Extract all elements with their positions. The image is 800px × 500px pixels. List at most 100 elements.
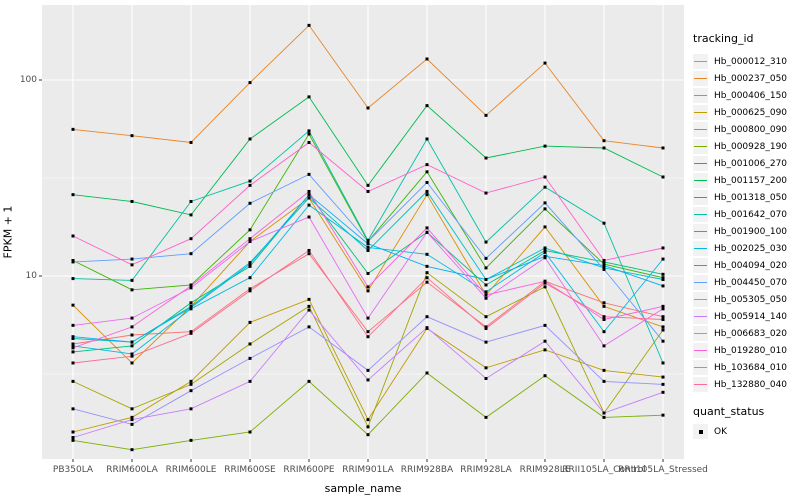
data-point [602, 264, 606, 268]
data-point [425, 137, 429, 141]
y-tick-label: 10 [25, 271, 37, 281]
data-point [307, 196, 311, 200]
legend-key [693, 258, 708, 273]
data-point [189, 438, 193, 442]
data-point [189, 382, 193, 386]
data-point [661, 257, 665, 261]
legend-key [693, 292, 708, 307]
data-point [661, 375, 665, 379]
data-point [248, 289, 252, 293]
data-point [189, 301, 193, 305]
legend-key [693, 71, 708, 86]
data-point [130, 199, 134, 203]
data-point [602, 317, 606, 321]
data-point [661, 361, 665, 365]
data-point [130, 340, 134, 344]
data-point [248, 276, 252, 280]
x-tick-label: RRIM928LA [460, 465, 512, 475]
data-point [71, 346, 75, 350]
data-point [602, 315, 606, 319]
legend-key [693, 139, 708, 154]
data-point [130, 316, 134, 320]
data-point [602, 330, 606, 334]
data-point [602, 146, 606, 150]
data-point [130, 407, 134, 411]
data-point [425, 163, 429, 167]
data-point [248, 228, 252, 232]
data-point [366, 330, 370, 334]
data-point [661, 277, 665, 281]
data-point [661, 339, 665, 343]
data-point [425, 57, 429, 61]
data-point [71, 344, 75, 348]
data-point [130, 134, 134, 138]
data-point [425, 271, 429, 275]
data-point [130, 422, 134, 426]
legend-item-label: Hb_000928_190 [714, 142, 788, 152]
data-point [71, 260, 75, 264]
data-point [366, 335, 370, 339]
data-point [130, 263, 134, 267]
data-point [248, 137, 252, 141]
data-point [661, 382, 665, 386]
data-point [130, 448, 134, 452]
data-point [543, 246, 547, 250]
data-point [484, 240, 488, 244]
data-point [661, 146, 665, 150]
data-point [248, 379, 252, 383]
data-point [661, 315, 665, 319]
data-point [484, 325, 488, 329]
data-point [366, 433, 370, 437]
legend-item-label: Hb_004094_020 [714, 261, 788, 271]
data-point [484, 366, 488, 370]
x-tick-label: RRIM600SE [224, 465, 276, 475]
data-point [71, 335, 75, 339]
legend-key [693, 88, 708, 103]
x-tick-label: RRII105LA_Stressed [618, 465, 708, 475]
data-point [661, 317, 665, 321]
data-point [661, 325, 665, 329]
legend-key-line-icon [694, 332, 707, 335]
data-point [484, 266, 488, 270]
data-point [307, 203, 311, 207]
data-point [307, 129, 311, 133]
data-point [366, 271, 370, 275]
data-point [71, 361, 75, 365]
data-point [71, 342, 75, 346]
legend-item-label: Hb_132880_040 [714, 380, 788, 390]
data-point [71, 323, 75, 327]
data-point [307, 252, 311, 256]
data-point [71, 430, 75, 434]
legend-item-label: Hb_001006_270 [714, 159, 788, 169]
data-point [425, 180, 429, 184]
data-point [484, 277, 488, 281]
data-point [307, 132, 311, 136]
data-point [484, 113, 488, 117]
data-point [189, 330, 193, 334]
data-point [71, 336, 75, 340]
data-point [71, 277, 75, 281]
data-point [248, 342, 252, 346]
data-point [189, 407, 193, 411]
legend-key-line-icon [694, 94, 707, 97]
legend-item-label: Hb_002025_030 [714, 244, 788, 254]
data-point [602, 301, 606, 305]
legend-item-label: Hb_000012_310 [714, 57, 788, 67]
data-point [484, 283, 488, 287]
data-point [189, 306, 193, 310]
legend-key [693, 156, 708, 171]
legend-key-square-icon [698, 429, 703, 434]
data-point [189, 140, 193, 144]
data-point [130, 288, 134, 292]
legend-key-line-icon [694, 213, 707, 216]
legend-key [693, 190, 708, 205]
legend-title-tracking-id: tracking_id [693, 32, 754, 45]
data-point [307, 215, 311, 219]
legend-key-line-icon [694, 77, 707, 80]
legend-key [693, 105, 708, 120]
legend-title-quant-status: quant_status [693, 405, 765, 418]
data-point [425, 264, 429, 268]
data-point [366, 378, 370, 382]
data-point [425, 326, 429, 330]
data-point [602, 221, 606, 225]
